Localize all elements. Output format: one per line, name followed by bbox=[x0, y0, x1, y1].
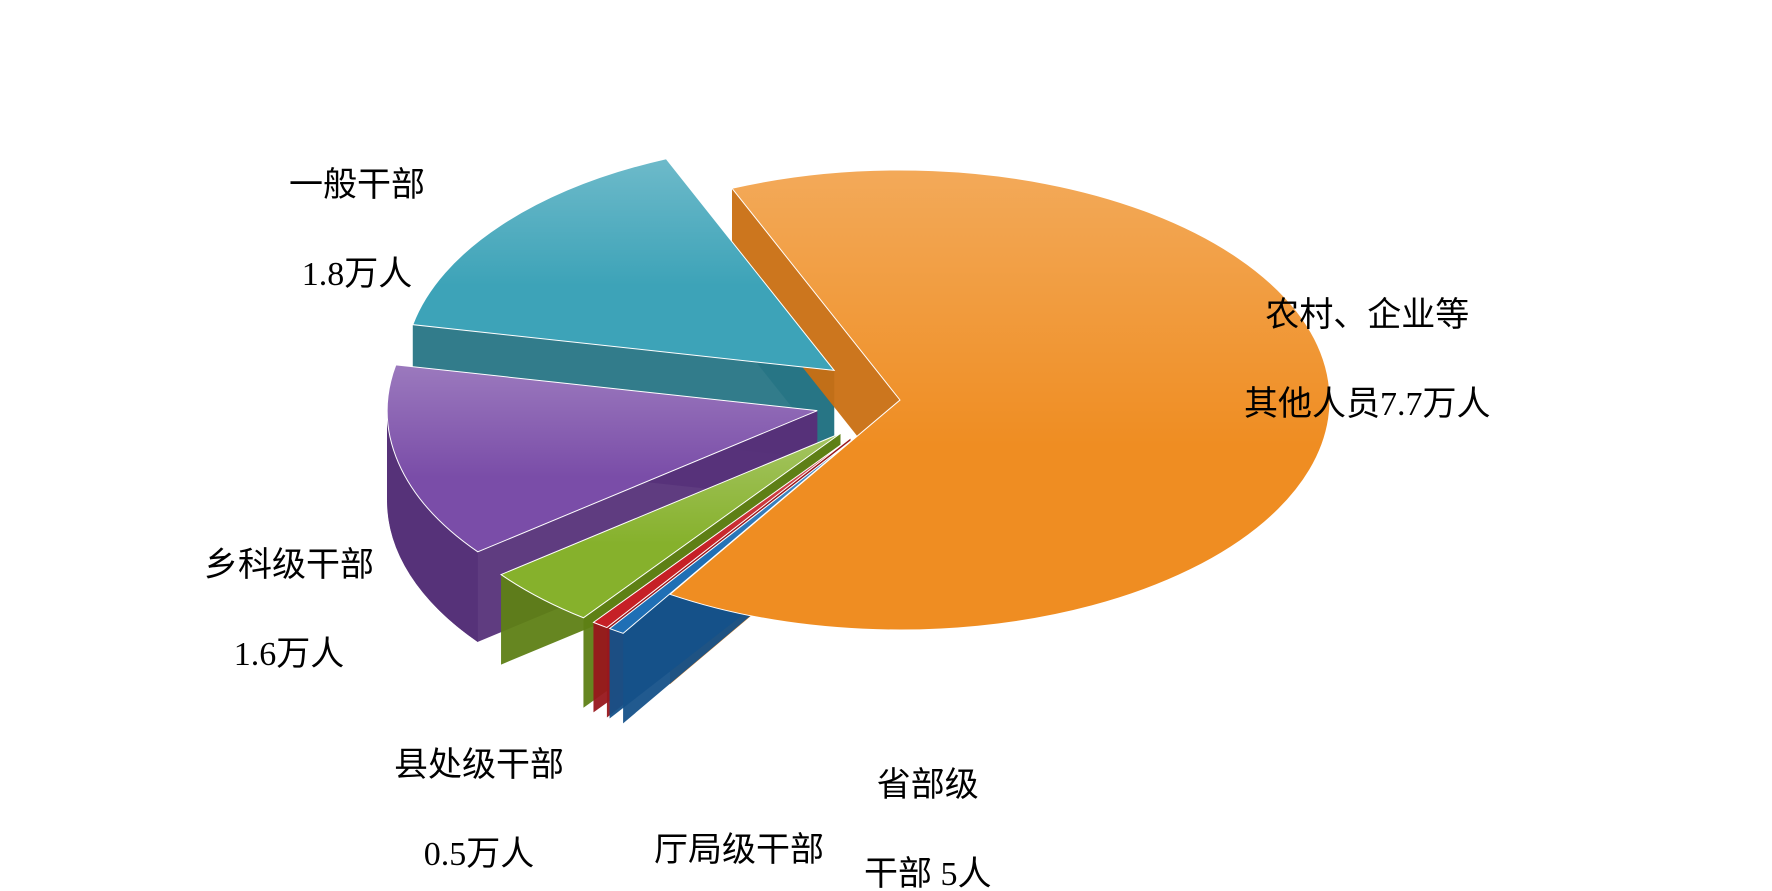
label-provincial-line2: 干部 5人 bbox=[864, 856, 992, 891]
label-provincial-line1: 省部级 bbox=[877, 767, 979, 804]
label-township-line2: 1.6万人 bbox=[234, 636, 345, 673]
label-general-line1: 一般干部 bbox=[289, 167, 425, 204]
label-provincial: 省部级 干部 5人 bbox=[830, 720, 992, 891]
label-general-line2: 1.8万人 bbox=[302, 256, 413, 293]
label-bureau: 厅局级干部 715人 bbox=[620, 785, 824, 891]
label-other-line1: 农村、企业等 bbox=[1265, 297, 1469, 334]
pie-chart-container: 农村、企业等 其他人员7.7万人 省部级 干部 5人 厅局级干部 715人 县处… bbox=[0, 0, 1772, 891]
label-bureau-line1: 厅局级干部 bbox=[654, 832, 824, 869]
label-county-line1: 县处级干部 bbox=[394, 747, 564, 784]
label-county: 县处级干部 0.5万人 bbox=[360, 700, 564, 891]
label-other: 农村、企业等 其他人员7.7万人 bbox=[1210, 250, 1491, 471]
label-township: 乡科级干部 1.6万人 bbox=[170, 500, 374, 721]
label-township-line1: 乡科级干部 bbox=[204, 547, 374, 584]
label-other-line2: 其他人员7.7万人 bbox=[1244, 386, 1491, 423]
label-general: 一般干部 1.8万人 bbox=[255, 120, 425, 341]
label-county-line2: 0.5万人 bbox=[424, 836, 535, 873]
